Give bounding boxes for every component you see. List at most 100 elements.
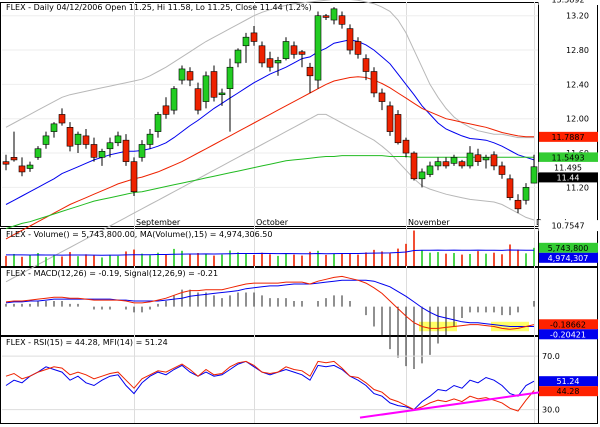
candle-body	[50, 123, 58, 132]
volume-header: FLEX - Volume() = 5,743,800.00, MA(Volum…	[6, 230, 272, 239]
candle-body	[338, 15, 346, 25]
rsi-line	[5, 360, 535, 412]
candle-body	[290, 45, 298, 55]
candle-body	[466, 152, 474, 167]
volume-ma-line	[6, 249, 535, 256]
volume-value-tag-box	[539, 242, 598, 253]
candle-body	[18, 165, 26, 173]
candle-body	[530, 166, 538, 184]
candle-body	[458, 161, 466, 167]
candle-body	[234, 49, 242, 64]
volume-value-tag-label: 5,743,800	[548, 244, 589, 253]
rsi-value-tag-box	[539, 376, 598, 387]
rsi-value-tag-label: 44.28	[557, 387, 580, 396]
volume-value-tag-box	[539, 252, 598, 263]
rsi-y-tick-label: 70.0	[542, 352, 560, 361]
candle-body	[506, 178, 514, 198]
price-value-tag-label: 11.495	[554, 163, 582, 172]
candle-body	[146, 133, 154, 145]
candle-body	[306, 66, 314, 77]
candle-body	[82, 135, 90, 145]
price-value-tag-box	[539, 131, 598, 142]
candle-body	[122, 139, 130, 162]
x-axis-month-label: November	[408, 218, 450, 227]
price-overlay-line	[5, 76, 534, 240]
candle-body	[98, 151, 106, 158]
candle-body	[34, 148, 42, 158]
candle-body	[226, 66, 234, 89]
candle-body	[418, 171, 426, 180]
rsi-header: FLEX - RSI(15) = 44.28, MFI(14) = 51.24	[6, 338, 168, 347]
candle-body	[514, 199, 522, 210]
price-value-tag-box	[538, 220, 599, 232]
candle-body	[162, 105, 170, 115]
mfi-line	[5, 360, 535, 411]
candle-body	[298, 51, 306, 55]
candle-body	[490, 154, 498, 167]
candle-body	[210, 71, 218, 98]
candle-body	[42, 135, 50, 145]
candle-body	[474, 154, 482, 162]
price-value-tag-label: 13.3892	[551, 0, 584, 4]
price-value-tag-label: 11.5493	[551, 153, 584, 162]
rsi-value-tag-box	[539, 386, 598, 397]
candle-body	[10, 157, 18, 161]
price-overlay-line	[5, 155, 534, 230]
candle-body	[410, 152, 418, 180]
price-overlay-line	[5, 0, 534, 139]
candle-body	[74, 133, 82, 145]
price-y-tick-label: 11.20	[566, 183, 589, 192]
volume-value-tag-label: 4,974,307	[548, 254, 589, 263]
candle-body	[386, 105, 394, 132]
candle-body	[106, 142, 114, 150]
price-y-tick-label: 12.40	[566, 80, 589, 89]
candle-body	[258, 45, 266, 64]
price-value-tag-box	[539, 152, 598, 163]
candle-body	[370, 71, 378, 94]
rsi-value-tag-label: 51.24	[557, 377, 580, 386]
candle-body	[322, 15, 330, 18]
macd-panel-frame	[0, 267, 598, 336]
candle-body	[482, 157, 490, 161]
candle-body	[330, 8, 338, 21]
candle-body	[114, 135, 122, 144]
price-value-tag-label: 10.7547	[551, 222, 584, 231]
rsi-y-tick-label: 30.0	[542, 406, 560, 415]
x-axis-month-label: September	[136, 218, 181, 227]
candle-body	[402, 139, 410, 154]
price-header: FLEX - Daily 04/12/2006 Open 11.25, Hi 1…	[6, 3, 312, 12]
price-overlay-line	[5, 113, 535, 283]
macd-value-tag-box	[539, 319, 598, 330]
candle-body	[90, 144, 98, 158]
candle-body	[170, 88, 178, 111]
candle-body	[434, 161, 442, 167]
candle-body	[130, 161, 138, 192]
candle-body	[138, 144, 146, 158]
macd-value-tag-label: -0.18662	[550, 320, 586, 329]
macd-line	[5, 275, 535, 330]
candle-body	[498, 165, 506, 175]
price-value-tag-box	[539, 172, 598, 183]
candle-body	[522, 187, 530, 201]
candle-body	[58, 114, 66, 124]
candle-body	[154, 114, 162, 132]
candle-body	[426, 165, 434, 175]
price-value-tag-label: 11.7887	[551, 133, 584, 142]
candle-body	[378, 92, 386, 102]
x-axis-month-label: October	[256, 218, 289, 227]
macd-value-tag-box	[539, 329, 598, 340]
candle-body	[274, 60, 282, 64]
rsi-panel-frame	[0, 336, 598, 424]
candle-body	[250, 32, 258, 42]
price-y-tick-label: 13.20	[566, 12, 589, 21]
candle-body	[282, 41, 290, 59]
candle-body	[178, 68, 186, 81]
candle-body	[242, 36, 250, 47]
rsi-trendline	[359, 389, 551, 419]
candle-body	[442, 161, 450, 167]
candle-body	[362, 58, 370, 72]
candle-body	[186, 71, 194, 81]
price-value-tag-label: 11.44	[557, 173, 580, 182]
